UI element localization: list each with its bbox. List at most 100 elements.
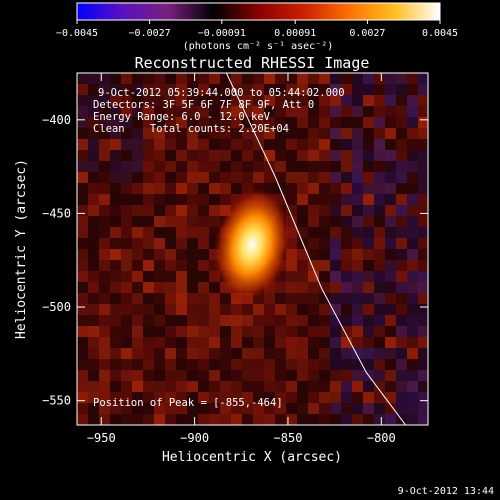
energy-range-label: Energy Range: 6.0 - 12.0 keV: [93, 111, 271, 123]
heatmap-cell: [176, 172, 187, 183]
heatmap-cell: [330, 106, 341, 117]
heatmap-cell: [88, 260, 99, 271]
heatmap-cell: [286, 359, 297, 370]
heatmap-cell: [143, 315, 154, 326]
heatmap-cell: [187, 337, 198, 348]
heatmap-cell: [242, 73, 253, 84]
heatmap-cell: [407, 304, 418, 315]
heatmap-cell: [363, 260, 374, 271]
y-tick-label: −450: [42, 206, 71, 220]
heatmap-cell: [396, 194, 407, 205]
heatmap-cell: [330, 194, 341, 205]
heatmap-cell: [374, 128, 385, 139]
heatmap-cell: [374, 161, 385, 172]
heatmap-cell: [396, 84, 407, 95]
heatmap-cell: [385, 161, 396, 172]
heatmap-cell: [297, 348, 308, 359]
heatmap-cell: [407, 128, 418, 139]
heatmap-cell: [352, 106, 363, 117]
heatmap-cell: [308, 117, 319, 128]
heatmap-cell: [319, 73, 330, 84]
heatmap-cell: [121, 128, 132, 139]
heatmap-cell: [308, 326, 319, 337]
heatmap-cell: [242, 84, 253, 95]
heatmap-cell: [308, 315, 319, 326]
heatmap-cell: [121, 73, 132, 84]
heatmap-cell: [209, 161, 220, 172]
heatmap-cell: [363, 249, 374, 260]
heatmap-cell: [220, 73, 231, 84]
heatmap-cell: [418, 326, 428, 337]
heatmap-cell: [319, 337, 330, 348]
heatmap-cell: [297, 106, 308, 117]
heatmap-cell: [385, 414, 396, 425]
heatmap-cell: [297, 282, 308, 293]
heatmap-cell: [352, 392, 363, 403]
heatmap-cell: [121, 183, 132, 194]
heatmap-cell: [341, 73, 352, 84]
heatmap-cell: [77, 216, 88, 227]
heatmap-cell: [198, 194, 209, 205]
heatmap-cell: [198, 315, 209, 326]
heatmap-cell: [154, 205, 165, 216]
heatmap-cell: [396, 282, 407, 293]
heatmap-cell: [418, 150, 428, 161]
heatmap-cell: [385, 73, 396, 84]
heatmap-cell: [330, 249, 341, 260]
peak-source: [212, 187, 292, 303]
heatmap-cell: [198, 348, 209, 359]
heatmap-cell: [396, 359, 407, 370]
heatmap-cell: [352, 183, 363, 194]
heatmap-cell: [341, 304, 352, 315]
heatmap-cell: [198, 293, 209, 304]
heatmap-cell: [231, 161, 242, 172]
peak-position-label: Position of Peak = [-855,-464]: [93, 397, 283, 409]
heatmap-cell: [341, 337, 352, 348]
heatmap-cell: [209, 216, 220, 227]
heatmap-cell: [132, 337, 143, 348]
heatmap-cell: [99, 128, 110, 139]
heatmap-cell: [341, 326, 352, 337]
heatmap-cell: [99, 117, 110, 128]
heatmap-cell: [176, 150, 187, 161]
heatmap-cell: [88, 194, 99, 205]
heatmap-cell: [341, 161, 352, 172]
heatmap-cell: [385, 348, 396, 359]
heatmap-cell: [165, 249, 176, 260]
heatmap-cell: [352, 293, 363, 304]
y-tick-label: −400: [42, 113, 71, 127]
heatmap-cell: [176, 205, 187, 216]
heatmap-cell: [352, 381, 363, 392]
heatmap-cell: [363, 194, 374, 205]
heatmap-cell: [143, 216, 154, 227]
heatmap-cell: [275, 370, 286, 381]
heatmap-cell: [352, 227, 363, 238]
heatmap-cell: [220, 414, 231, 425]
heatmap-cell: [242, 95, 253, 106]
heatmap-cell: [242, 304, 253, 315]
heatmap-cell: [187, 293, 198, 304]
heatmap-cell: [385, 271, 396, 282]
heatmap-cell: [286, 84, 297, 95]
heatmap-cell: [352, 128, 363, 139]
heatmap-cell: [418, 238, 428, 249]
heatmap-cell: [198, 227, 209, 238]
heatmap-cell: [143, 359, 154, 370]
heatmap-cell: [242, 381, 253, 392]
heatmap-cell: [253, 403, 264, 414]
heatmap-cell: [132, 84, 143, 95]
heatmap-cell: [143, 293, 154, 304]
heatmap-cell: [275, 95, 286, 106]
heatmap-cell: [341, 414, 352, 425]
heatmap-cell: [99, 337, 110, 348]
chart-title: Reconstructed RHESSI Image: [135, 54, 370, 72]
heatmap-cell: [352, 172, 363, 183]
heatmap-cell: [198, 238, 209, 249]
heatmap-cell: [242, 183, 253, 194]
heatmap-cell: [297, 95, 308, 106]
heatmap-cell: [209, 359, 220, 370]
heatmap-cell: [143, 194, 154, 205]
heatmap-cell: [374, 403, 385, 414]
heatmap-cell: [363, 315, 374, 326]
heatmap-cell: [198, 117, 209, 128]
